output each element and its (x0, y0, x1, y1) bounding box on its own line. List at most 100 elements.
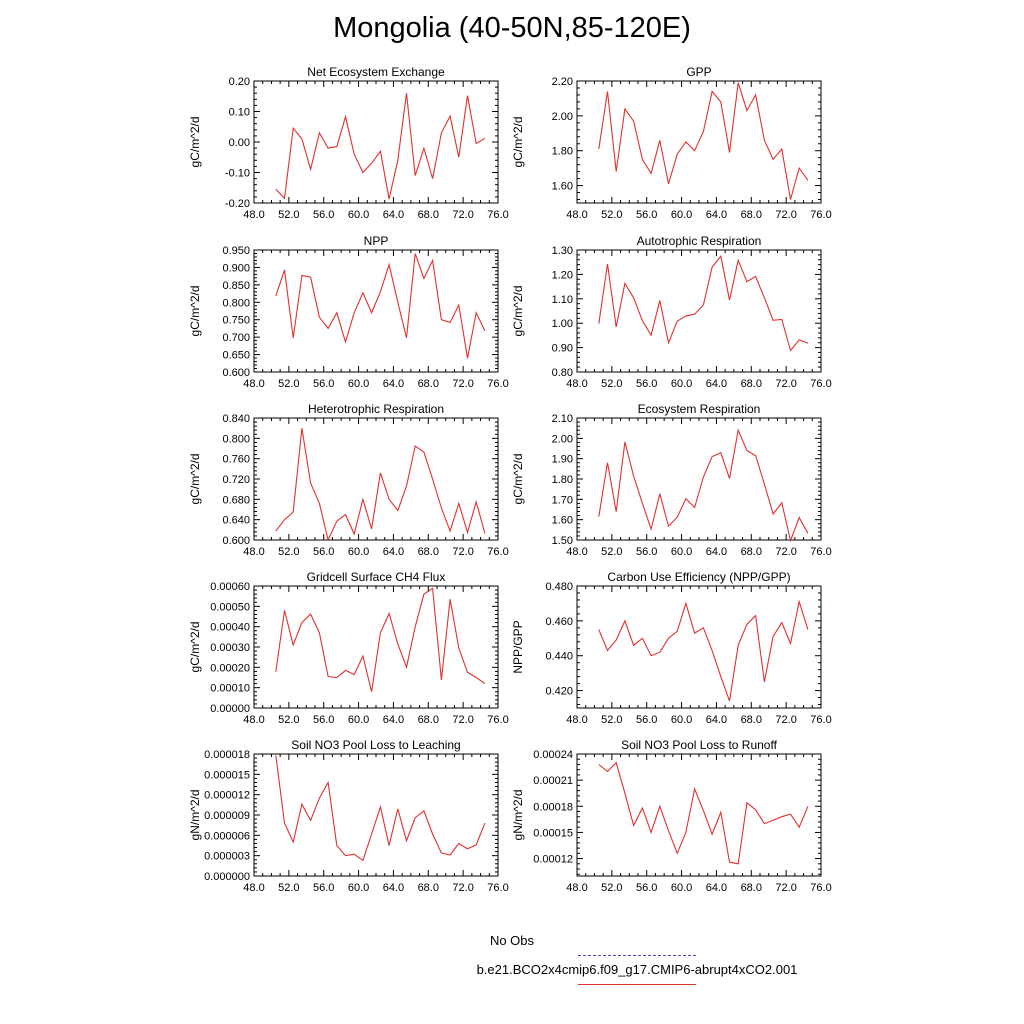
x-tick-label: 48.0 (566, 209, 587, 221)
x-tick-label: 68.0 (418, 546, 439, 558)
y-tick-label: 1.10 (552, 294, 573, 306)
x-tick-label: 76.0 (487, 378, 508, 390)
y-tick-label: 0.00021 (533, 775, 573, 787)
series-line (598, 254, 809, 352)
y-axis-label: gC/m^2/d (511, 117, 525, 168)
y-tick-label: 0.000003 (204, 851, 250, 863)
panel-title: Carbon Use Efficiency (NPP/GPP) (607, 570, 790, 584)
x-tick-label: 56.0 (636, 714, 657, 726)
panel-title: NPP (364, 234, 389, 248)
x-tick-label: 68.0 (418, 714, 439, 726)
y-tick-label: 0.760 (222, 454, 250, 466)
x-tick-label: 76.0 (810, 882, 831, 894)
panel-6: Ecosystem Respiration gC/m^2/d 48.0 52.0 56.… (511, 402, 832, 558)
x-tick-label: 64.0 (383, 378, 404, 390)
x-tick-label: 60.0 (348, 209, 369, 221)
x-tick-label: 56.0 (313, 209, 334, 221)
y-tick-label: 0.700 (222, 332, 250, 344)
panel-9: Soil NO3 Pool Loss to Leaching gN/m^2/d 48… (188, 738, 509, 894)
series-line (275, 755, 486, 862)
x-tick-label: 68.0 (741, 882, 762, 894)
y-tick-label: 0.00050 (210, 601, 250, 613)
y-tick-label: 0.000000 (204, 871, 250, 883)
x-tick-label: 56.0 (313, 546, 334, 558)
y-tick-label: 1.30 (552, 245, 573, 257)
y-tick-label: 2.00 (552, 111, 573, 123)
y-tick-label: -0.20 (225, 198, 250, 210)
series-line (275, 253, 486, 359)
panel-frame (576, 417, 822, 541)
y-tick-label: 1.80 (552, 146, 573, 158)
y-tick-label: 0.460 (545, 616, 573, 628)
panel-2: GPP gC/m^2/d 48.0 52.0 56.0 60.0 64.0 68.0 72.0 7… (511, 65, 832, 221)
legend-case-label: b.e21.BCO2x4cmip6.f09_g17.CMIP6-abrupt4x… (476, 962, 798, 977)
y-tick-label: 0.650 (222, 350, 250, 362)
x-tick-label: 68.0 (741, 714, 762, 726)
x-tick-label: 60.0 (671, 882, 692, 894)
panel-frame (576, 753, 822, 877)
x-tick-label: 48.0 (243, 209, 264, 221)
panel-title: Gridcell Surface CH4 Flux (307, 570, 446, 584)
x-tick-label: 68.0 (418, 378, 439, 390)
x-tick-label: 64.0 (706, 546, 727, 558)
x-tick-label: 60.0 (348, 882, 369, 894)
x-tick-label: 76.0 (487, 209, 508, 221)
x-tick-label: 72.0 (452, 714, 473, 726)
series-line (598, 428, 809, 543)
y-axis-label: gC/m^2/d (511, 454, 525, 505)
x-tick-label: 60.0 (348, 546, 369, 558)
legend-obs-line (578, 955, 696, 956)
x-tick-label: 76.0 (810, 209, 831, 221)
y-axis-label: gC/m^2/d (188, 117, 202, 168)
y-tick-label: 0.00 (229, 137, 250, 149)
panel-10: Soil NO3 Pool Loss to Runoff gN/m^2/d 48.0… (511, 738, 832, 894)
y-tick-label: 0.000009 (204, 810, 250, 822)
legend-case-line (578, 984, 696, 985)
panel-frame (576, 585, 822, 709)
y-tick-label: 0.00010 (210, 683, 250, 695)
series-line (275, 93, 486, 200)
x-tick-label: 64.0 (706, 882, 727, 894)
panel-title: Autotrophic Respiration (637, 234, 762, 248)
y-tick-label: 0.00000 (210, 703, 250, 715)
x-tick-label: 48.0 (243, 546, 264, 558)
y-tick-label: 0.900 (222, 262, 250, 274)
y-tick-label: 0.20 (229, 76, 250, 88)
x-tick-label: 76.0 (487, 546, 508, 558)
panel-title: Soil NO3 Pool Loss to Leaching (291, 738, 460, 752)
panel-frame (253, 753, 499, 877)
y-tick-label: 0.680 (222, 494, 250, 506)
y-tick-label: 0.850 (222, 280, 250, 292)
panel-1: Net Ecosystem Exchange gC/m^2/d 48.0 52.0 56… (188, 65, 509, 221)
x-tick-label: 52.0 (278, 546, 299, 558)
x-tick-label: 76.0 (810, 714, 831, 726)
y-tick-label: 1.50 (552, 535, 573, 547)
y-tick-label: 0.440 (545, 651, 573, 663)
y-axis-label: gC/m^2/d (188, 622, 202, 673)
y-tick-label: 0.720 (222, 474, 250, 486)
x-tick-label: 56.0 (636, 209, 657, 221)
y-tick-label: 0.00020 (210, 662, 250, 674)
x-tick-label: 72.0 (452, 882, 473, 894)
y-tick-label: 0.10 (229, 107, 250, 119)
x-tick-label: 56.0 (313, 714, 334, 726)
y-tick-label: 0.640 (222, 515, 250, 527)
x-tick-label: 56.0 (313, 378, 334, 390)
y-tick-label: 0.800 (222, 297, 250, 309)
x-tick-label: 76.0 (487, 882, 508, 894)
y-axis-label: gN/m^2/d (188, 790, 202, 841)
x-tick-label: 60.0 (348, 378, 369, 390)
x-tick-label: 52.0 (278, 378, 299, 390)
panel-frame (253, 417, 499, 541)
x-tick-label: 72.0 (775, 378, 796, 390)
y-tick-label: 1.60 (552, 515, 573, 527)
y-tick-label: 2.20 (552, 76, 573, 88)
y-tick-label: 1.70 (552, 494, 573, 506)
y-axis-label: gC/m^2/d (511, 286, 525, 337)
x-tick-label: 64.0 (383, 882, 404, 894)
x-tick-label: 48.0 (566, 714, 587, 726)
x-tick-label: 72.0 (452, 378, 473, 390)
x-tick-label: 60.0 (671, 546, 692, 558)
y-tick-label: 0.800 (222, 433, 250, 445)
y-tick-label: 1.60 (552, 181, 573, 193)
